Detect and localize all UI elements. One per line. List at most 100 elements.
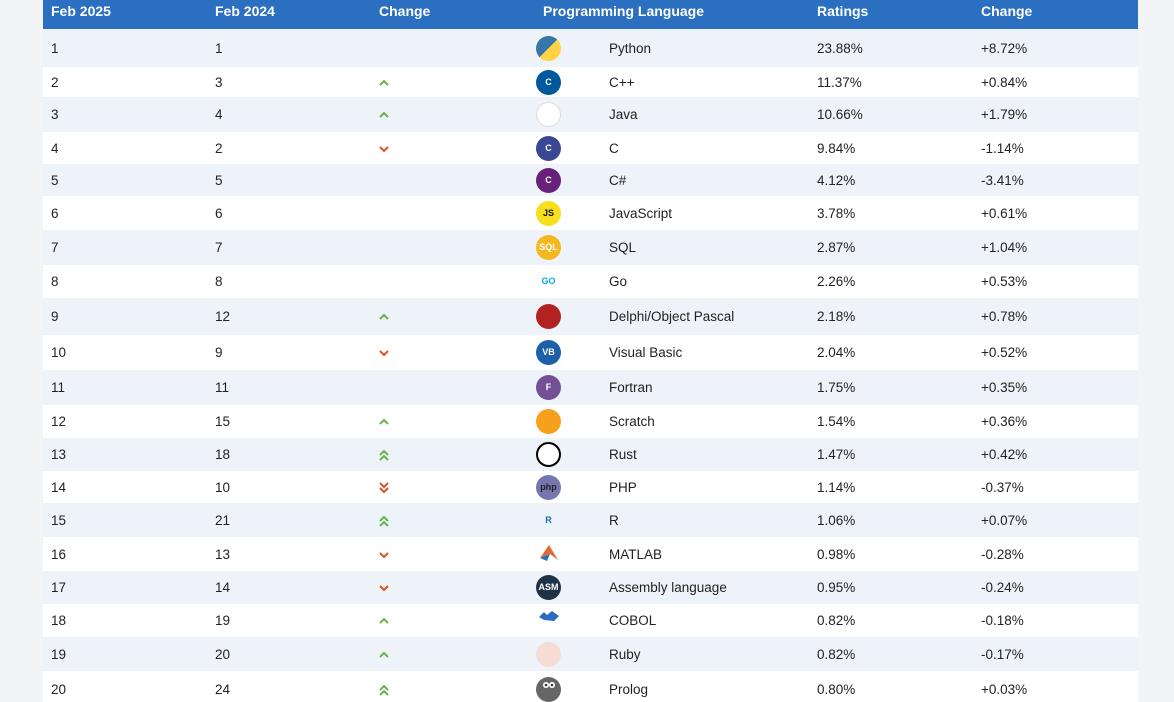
rank-previous: 5 bbox=[215, 172, 223, 188]
trend-cell bbox=[371, 29, 535, 67]
rating-value: 1.14% bbox=[817, 479, 856, 495]
language-name[interactable]: C bbox=[609, 140, 619, 156]
header-change-arrow[interactable]: Change bbox=[379, 3, 431, 19]
rank-current: 2 bbox=[51, 74, 59, 90]
language-icon-cell bbox=[535, 29, 601, 67]
table-row[interactable]: 11 11 F Fortran 1.75% +0.35% bbox=[43, 370, 1138, 405]
trend-cell bbox=[371, 97, 535, 132]
table-row[interactable]: 6 6 JS JavaScript 3.78% +0.61% bbox=[43, 196, 1138, 230]
language-name[interactable]: Visual Basic bbox=[609, 345, 683, 360]
table-body: 1 1 Python 23.88% +8.72% 2 3 C C++ 11.37% +0.84% 3 4… bbox=[43, 29, 1138, 702]
language-name[interactable]: Scratch bbox=[609, 414, 655, 429]
language-name[interactable]: MATLAB bbox=[609, 546, 663, 562]
rank-current: 19 bbox=[51, 646, 67, 662]
header-feb-2024[interactable]: Feb 2024 bbox=[215, 3, 275, 19]
rating-value: 4.12% bbox=[817, 172, 856, 188]
table-row[interactable]: 4 2 C C 9.84% -1.14% bbox=[43, 132, 1138, 164]
rating-value: 2.04% bbox=[817, 345, 856, 360]
language-name[interactable]: Delphi/Object Pascal bbox=[609, 309, 735, 324]
rank-previous: 18 bbox=[215, 447, 231, 462]
header-ratings[interactable]: Ratings bbox=[817, 3, 869, 19]
python-icon bbox=[536, 35, 561, 61]
trend-cell bbox=[371, 537, 535, 571]
header-programming-language[interactable]: Programming Language bbox=[543, 3, 705, 19]
language-name[interactable]: Ruby bbox=[609, 646, 641, 662]
table-row[interactable]: 13 18 Rust 1.47% +0.42% bbox=[43, 438, 1138, 471]
rating-value: 0.80% bbox=[817, 681, 856, 697]
table-row[interactable]: 18 19 COBOL 0.82% -0.18% bbox=[43, 604, 1138, 637]
language-icon-cell: VB bbox=[535, 335, 601, 370]
language-icon-cell: C bbox=[535, 132, 601, 164]
table-row[interactable]: 10 9 VB Visual Basic 2.04% +0.52% bbox=[43, 335, 1138, 370]
rank-previous: 13 bbox=[215, 546, 231, 562]
language-name[interactable]: Java bbox=[609, 107, 638, 122]
trend-cell bbox=[371, 471, 535, 503]
table-row[interactable]: 5 5 C C# 4.12% -3.41% bbox=[43, 164, 1138, 196]
csharp-icon: C bbox=[536, 167, 561, 193]
header-feb-2025[interactable]: Feb 2025 bbox=[51, 3, 111, 19]
language-name[interactable]: COBOL bbox=[609, 613, 657, 628]
rating-value: 0.95% bbox=[817, 580, 856, 595]
rating-change: +0.84% bbox=[981, 74, 1028, 90]
table-row[interactable]: 3 4 Java 10.66% +1.79% bbox=[43, 97, 1138, 132]
trend-cell bbox=[371, 230, 535, 265]
language-name[interactable]: C++ bbox=[609, 74, 635, 90]
language-name[interactable]: Fortran bbox=[609, 380, 653, 395]
language-name[interactable]: PHP bbox=[609, 479, 637, 495]
table-row[interactable]: 8 8 GO Go 2.26% +0.53% bbox=[43, 265, 1138, 298]
table-row[interactable]: 2 3 C C++ 11.37% +0.84% bbox=[43, 67, 1138, 97]
header-change-percent[interactable]: Change bbox=[981, 3, 1033, 19]
language-name[interactable]: Assembly language bbox=[609, 580, 727, 595]
table-row[interactable]: 17 14 ASM Assembly language 0.95% -0.24% bbox=[43, 571, 1138, 604]
language-name[interactable]: JavaScript bbox=[609, 205, 673, 221]
java-icon bbox=[536, 102, 561, 127]
rank-previous: 20 bbox=[215, 646, 231, 662]
rating-value: 11.37% bbox=[817, 74, 862, 90]
rating-value: 0.82% bbox=[817, 646, 856, 662]
r-icon: R bbox=[545, 514, 552, 525]
rank-current: 20 bbox=[51, 681, 67, 697]
language-icon-cell: SQL bbox=[535, 230, 601, 265]
language-name[interactable]: SQL bbox=[609, 240, 637, 255]
language-icon-cell bbox=[535, 97, 601, 132]
table-row[interactable]: 1 1 Python 23.88% +8.72% bbox=[43, 29, 1138, 67]
language-name[interactable]: C# bbox=[609, 172, 627, 188]
arrow-down-icon bbox=[379, 480, 391, 495]
table-row[interactable]: 15 21 R R 1.06% +0.07% bbox=[43, 503, 1138, 537]
rating-change: +0.03% bbox=[981, 681, 1028, 697]
table-row[interactable]: 9 12 Delphi/Object Pascal 2.18% +0.78% bbox=[43, 298, 1138, 335]
arrow-up-icon bbox=[379, 513, 391, 528]
rating-value: 23.88% bbox=[817, 40, 863, 56]
language-name[interactable]: Prolog bbox=[609, 681, 649, 697]
javascript-icon: JS bbox=[536, 200, 561, 226]
rating-change: +1.04% bbox=[981, 240, 1028, 255]
table-row[interactable]: 19 20 Ruby 0.82% -0.17% bbox=[43, 637, 1138, 671]
sql-icon: SQL bbox=[536, 235, 561, 260]
table-row[interactable]: 12 15 Scratch 1.54% +0.36% bbox=[43, 405, 1138, 438]
table-row[interactable]: 7 7 SQL SQL 2.87% +1.04% bbox=[43, 230, 1138, 265]
table-row[interactable]: 20 24 Prolog 0.80% +0.03% bbox=[43, 671, 1138, 702]
table-row[interactable]: 14 10 php PHP 1.14% -0.37% bbox=[43, 471, 1138, 503]
rank-previous: 6 bbox=[215, 205, 223, 221]
language-icon-cell: F bbox=[535, 370, 601, 405]
language-icon-cell: JS bbox=[535, 196, 601, 230]
rating-change: -0.37% bbox=[981, 479, 1024, 495]
rank-current: 15 bbox=[51, 512, 67, 528]
language-name[interactable]: Go bbox=[609, 274, 628, 289]
trend-cell bbox=[371, 405, 535, 438]
rating-change: +8.72% bbox=[981, 40, 1028, 56]
language-name[interactable]: Python bbox=[609, 40, 652, 56]
language-name[interactable]: Rust bbox=[609, 447, 637, 462]
rating-value: 2.87% bbox=[817, 240, 856, 255]
language-icon-cell bbox=[535, 671, 601, 702]
language-icon-cell: C bbox=[535, 164, 601, 196]
cobol-icon bbox=[536, 608, 561, 633]
rank-current: 1 bbox=[51, 40, 59, 56]
rank-previous: 24 bbox=[215, 681, 231, 697]
rating-change: +1.79% bbox=[981, 107, 1028, 122]
prolog-icon bbox=[536, 676, 561, 702]
rating-value: 1.47% bbox=[817, 447, 856, 462]
rating-value: 0.82% bbox=[817, 613, 856, 628]
table-row[interactable]: 16 13 MATLAB 0.98% -0.28% bbox=[43, 537, 1138, 571]
language-name[interactable]: R bbox=[609, 512, 619, 528]
